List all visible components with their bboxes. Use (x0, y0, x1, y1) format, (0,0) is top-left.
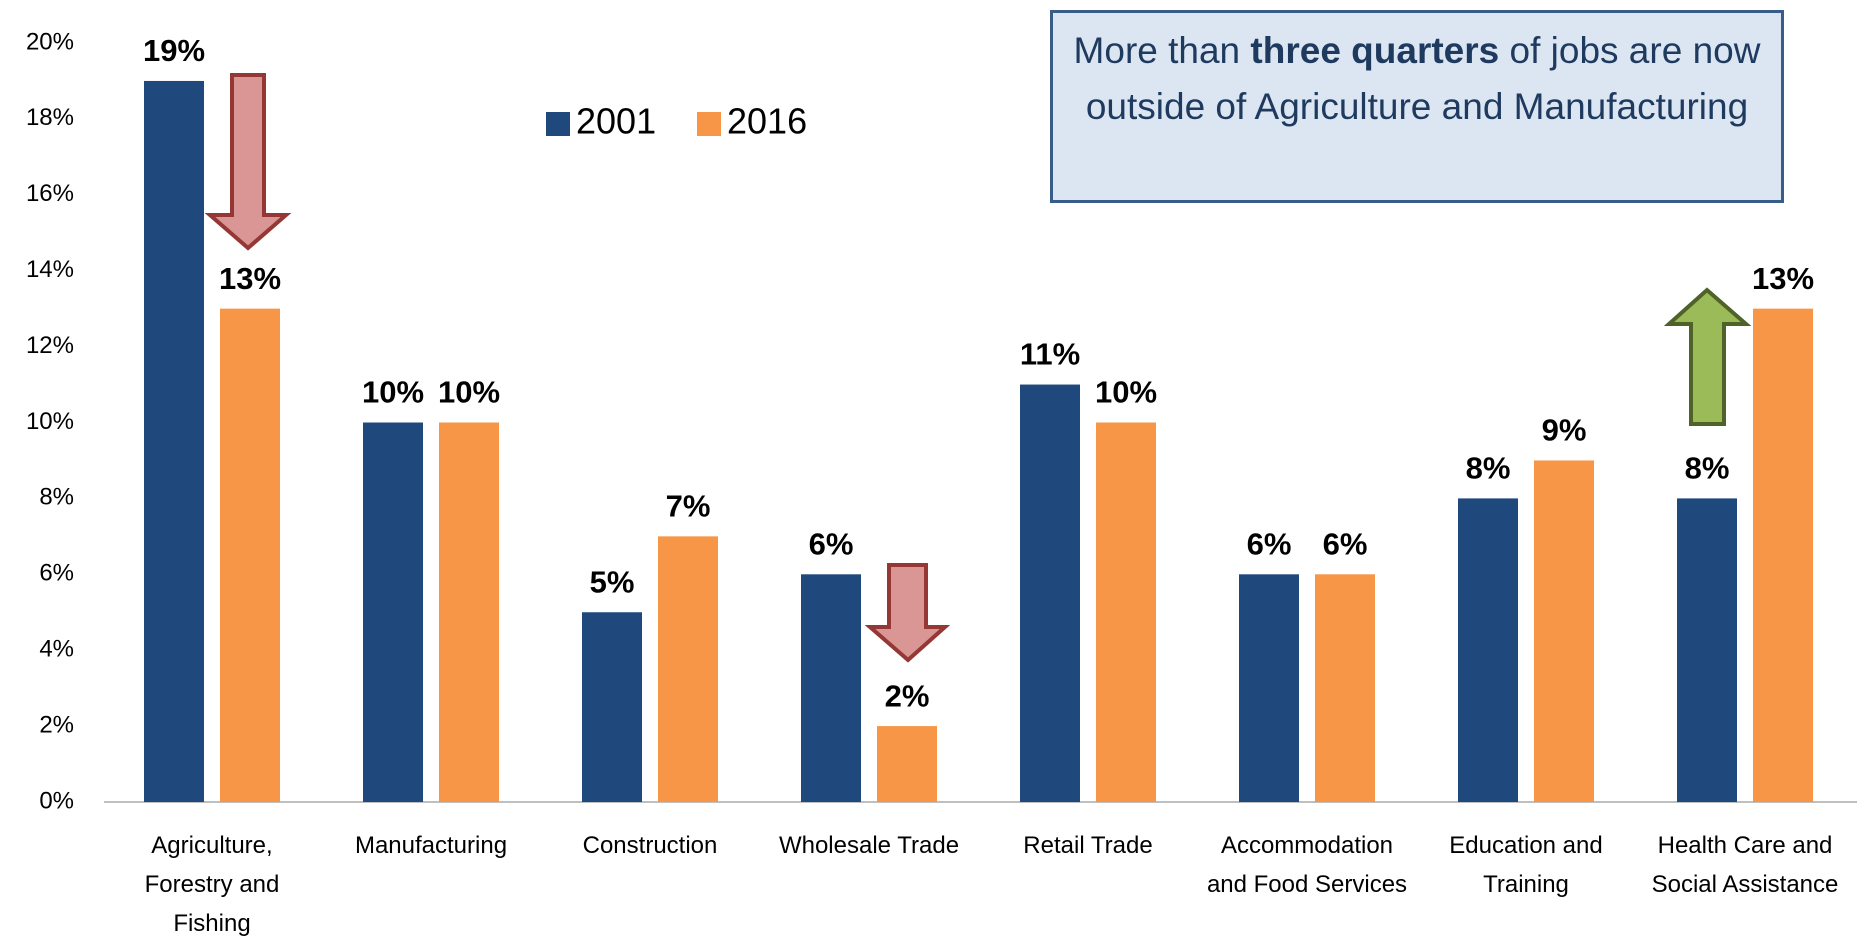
x-tick-label: Education and Training (1449, 832, 1603, 898)
value-label: 13% (219, 261, 281, 296)
bar (582, 612, 642, 802)
value-label: 7% (666, 489, 711, 524)
legend-swatch (697, 112, 721, 136)
bar (801, 574, 861, 802)
value-label: 6% (809, 526, 854, 561)
x-tick-label: Health Care and Social Assistance (1651, 832, 1839, 898)
bar (1677, 498, 1737, 802)
x-tick-label: Agriculture, Forestry and Fishing (144, 832, 280, 937)
value-label: 8% (1466, 451, 1511, 486)
y-tick-label: 6% (39, 560, 74, 587)
annotation-text: More than (1073, 30, 1241, 71)
y-tick-label: 14% (26, 256, 74, 283)
value-label: 6% (1247, 526, 1292, 561)
bar (1020, 384, 1080, 802)
y-tick-label: 18% (26, 104, 74, 131)
annotation-box: More than three quarters of jobs are now… (1050, 10, 1784, 203)
annotation-text: of jobs are now outside of Agriculture a… (1085, 30, 1761, 127)
bar (1096, 422, 1156, 802)
legend-label: 2001 (576, 101, 656, 142)
down-arrow (864, 563, 951, 663)
bar (1753, 308, 1813, 802)
bar (1458, 498, 1518, 802)
y-tick-label: 0% (39, 787, 74, 814)
down-arrow (204, 73, 292, 251)
legend-swatch (546, 112, 570, 136)
x-tick-label: Manufacturing (354, 832, 508, 859)
y-tick-label: 2% (39, 711, 74, 738)
y-tick-label: 20% (26, 28, 74, 55)
x-tick-label: Accommodation and Food Services (1206, 832, 1408, 898)
y-tick-label: 12% (26, 332, 74, 359)
y-tick-label: 16% (26, 180, 74, 207)
bar (877, 726, 937, 802)
y-tick-label: 10% (26, 408, 74, 435)
value-label: 6% (1323, 526, 1368, 561)
bar (220, 308, 280, 802)
value-label: 10% (438, 375, 500, 410)
x-tick-label: Construction (582, 832, 718, 859)
x-tick-label: Wholesale Trade (778, 832, 960, 859)
bar (1534, 460, 1594, 802)
annotation-emphasis: three quarters (1250, 30, 1500, 71)
value-label: 8% (1685, 451, 1730, 486)
y-tick-label: 4% (39, 636, 74, 663)
value-label: 19% (143, 33, 205, 68)
bar (439, 422, 499, 802)
bar (658, 536, 718, 802)
bar (144, 80, 204, 802)
x-tick-label: Retail Trade (1023, 832, 1153, 859)
legend-label: 2016 (727, 101, 807, 142)
value-label: 9% (1542, 413, 1587, 448)
value-label: 13% (1752, 261, 1814, 296)
value-label: 5% (590, 564, 635, 599)
value-label: 2% (885, 678, 930, 713)
up-arrow (1663, 287, 1752, 426)
value-label: 10% (362, 375, 424, 410)
bar (363, 422, 423, 802)
bar (1239, 574, 1299, 802)
value-label: 11% (1020, 337, 1080, 372)
bar (1315, 574, 1375, 802)
y-tick-label: 8% (39, 484, 74, 511)
value-label: 10% (1095, 375, 1157, 410)
